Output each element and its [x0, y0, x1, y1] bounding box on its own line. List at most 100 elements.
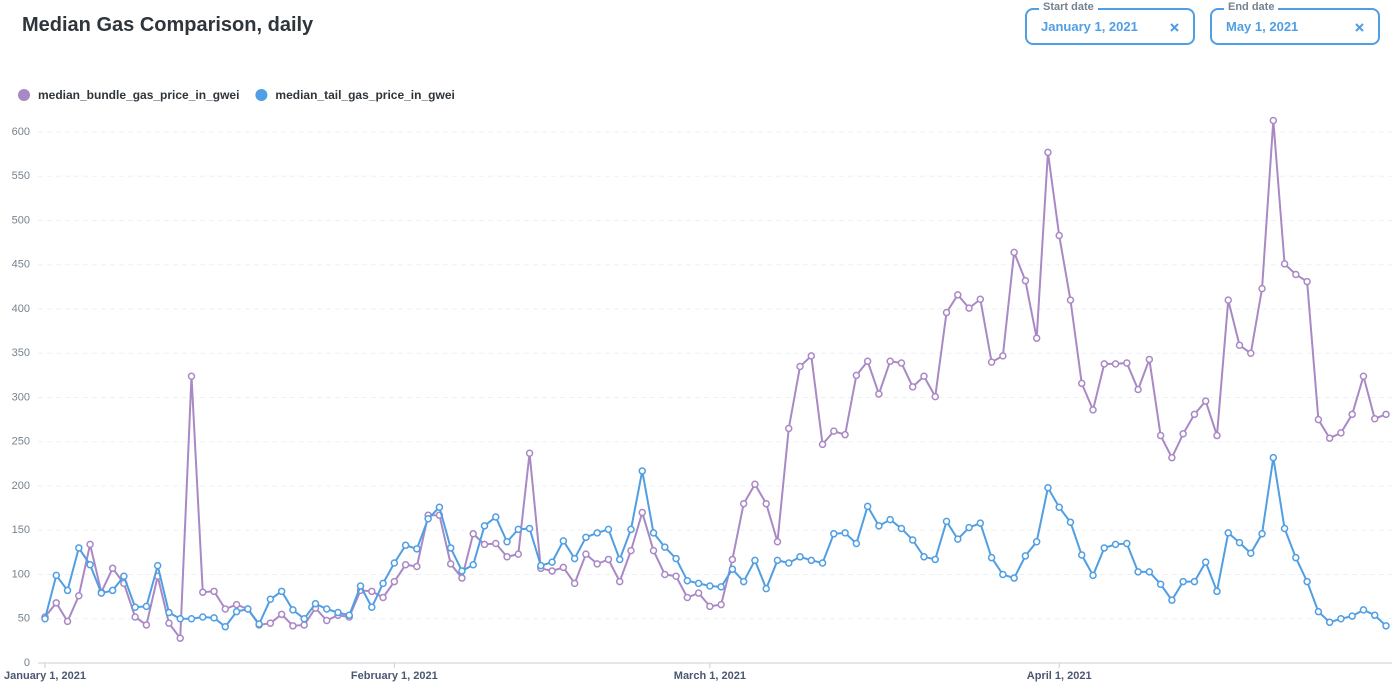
- data-point: [503, 538, 511, 546]
- data-point: [1032, 334, 1041, 342]
- data-point: [1359, 372, 1368, 381]
- date-filter[interactable]: End date May 1, 2021: [1210, 1, 1380, 45]
- data-point: [1145, 568, 1154, 576]
- clear-icon[interactable]: [1355, 23, 1364, 32]
- data-point: [604, 555, 613, 564]
- data-point: [187, 615, 196, 623]
- data-point: [897, 524, 906, 533]
- data-point: [1224, 529, 1232, 537]
- data-point: [1213, 587, 1221, 596]
- data-point: [830, 427, 838, 435]
- data-point: [1145, 355, 1154, 364]
- data-point: [908, 536, 917, 544]
- data-point: [638, 508, 647, 517]
- data-point: [976, 295, 985, 304]
- data-point: [908, 383, 917, 391]
- data-point: [1089, 406, 1097, 414]
- data-point: [390, 577, 399, 586]
- data-point: [322, 616, 331, 625]
- data-point: [672, 572, 680, 581]
- data-point: [368, 587, 376, 596]
- data-point: [1303, 277, 1311, 286]
- data-point: [289, 606, 297, 614]
- data-point: [1224, 296, 1232, 304]
- data-point: [1156, 431, 1165, 440]
- data-point: [863, 502, 872, 511]
- data-point: [1066, 296, 1075, 304]
- filter-label: End date: [1224, 1, 1279, 13]
- data-point: [480, 522, 489, 530]
- data-point: [1314, 415, 1323, 424]
- data-point: [1269, 453, 1278, 462]
- data-point: [773, 538, 782, 546]
- data-point: [345, 611, 354, 619]
- data-point: [818, 559, 827, 567]
- filter-value: January 1, 2021: [1041, 19, 1138, 34]
- legend-swatch: [255, 89, 268, 101]
- data-point: [1055, 503, 1063, 511]
- y-tick-label: 0: [24, 657, 30, 669]
- data-point: [75, 544, 83, 552]
- data-point: [153, 561, 162, 570]
- data-point: [694, 579, 703, 588]
- data-point: [615, 555, 624, 564]
- data-point: [987, 358, 996, 366]
- data-point: [480, 540, 489, 549]
- data-point: [1337, 615, 1345, 623]
- data-point: [379, 579, 387, 588]
- data-point: [289, 622, 297, 630]
- data-point: [334, 608, 342, 617]
- data-point: [999, 570, 1007, 579]
- data-point: [413, 545, 421, 553]
- legend-swatch: [18, 89, 30, 101]
- data-point: [1370, 611, 1379, 619]
- data-point: [120, 572, 128, 581]
- data-point: [728, 555, 737, 564]
- data-point: [751, 556, 759, 565]
- data-point: [131, 613, 139, 621]
- data-point: [300, 621, 308, 629]
- data-point: [796, 553, 804, 561]
- y-tick-label: 400: [12, 303, 30, 315]
- data-point: [63, 617, 72, 626]
- data-point: [638, 467, 647, 475]
- data-point: [762, 499, 770, 508]
- legend-label: median_tail_gas_price_in_gwei: [275, 88, 454, 102]
- data-point: [1280, 524, 1289, 533]
- data-point: [1055, 231, 1063, 240]
- series-line: [44, 120, 1387, 642]
- data-point: [796, 362, 804, 371]
- data-point: [1292, 270, 1300, 279]
- data-point: [525, 449, 534, 458]
- data-point: [1168, 596, 1176, 604]
- data-point: [999, 352, 1007, 360]
- data-point: [1190, 410, 1199, 419]
- data-point: [458, 567, 466, 575]
- data-point: [311, 599, 320, 608]
- data-point: [1213, 431, 1221, 440]
- data-point: [277, 587, 286, 596]
- data-point: [199, 613, 207, 621]
- data-point: [672, 554, 680, 563]
- data-point: [784, 424, 793, 433]
- data-point: [1190, 577, 1199, 586]
- data-point: [266, 619, 275, 627]
- data-point: [1123, 359, 1131, 367]
- data-point: [875, 522, 883, 530]
- data-point: [897, 359, 906, 367]
- clear-icon[interactable]: [1170, 23, 1179, 32]
- data-point: [244, 605, 252, 613]
- date-filter[interactable]: Start date January 1, 2021: [1025, 1, 1195, 45]
- data-point: [683, 576, 692, 585]
- data-point: [886, 515, 894, 524]
- y-tick-label: 300: [12, 391, 30, 403]
- data-point: [221, 622, 230, 631]
- data-point: [210, 587, 218, 596]
- y-tick-label: 350: [12, 347, 30, 359]
- y-tick-label: 100: [12, 568, 30, 580]
- data-point: [97, 589, 106, 597]
- data-point: [86, 540, 94, 549]
- data-point: [818, 440, 827, 449]
- data-point: [1382, 410, 1390, 419]
